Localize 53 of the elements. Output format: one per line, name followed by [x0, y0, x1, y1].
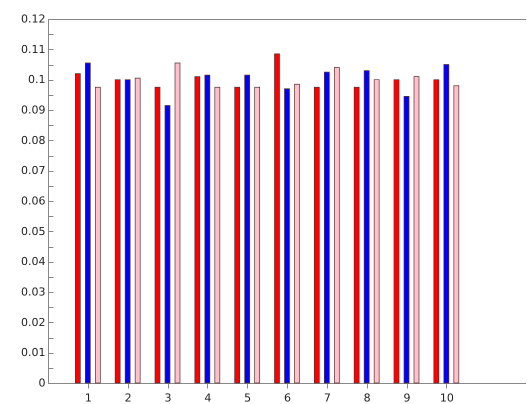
- bar: [234, 86, 240, 384]
- bar: [254, 86, 260, 384]
- y-tick-label: 0.03: [21, 286, 46, 298]
- bar: [314, 86, 320, 384]
- bar: [334, 67, 340, 384]
- bar: [443, 64, 450, 384]
- bar: [154, 86, 160, 384]
- bar: [114, 79, 121, 384]
- y-tick-label: 0: [38, 376, 46, 390]
- y-tick-label: 0.1: [28, 73, 46, 86]
- bar: [404, 96, 410, 384]
- x-tick-label: 8: [364, 392, 371, 404]
- bar: [274, 54, 280, 384]
- bar: [394, 79, 400, 384]
- bar: [453, 85, 460, 384]
- bar: [364, 70, 370, 384]
- bar: [124, 79, 131, 384]
- bar: [284, 88, 290, 384]
- bar: [174, 62, 180, 384]
- x-tick-label: 2: [124, 392, 132, 404]
- y-tick-label: 0.11: [21, 42, 46, 56]
- x-tick-label: 3: [164, 392, 172, 404]
- y-tick-label: 0.04: [21, 255, 46, 268]
- x-tick-label: 10: [440, 392, 454, 404]
- y-tick-label: 0.02: [21, 316, 46, 329]
- bar: [194, 76, 200, 384]
- bar: [414, 76, 420, 384]
- y-tick-label: 0.06: [21, 194, 46, 208]
- y-tick-label: 0.05: [21, 224, 46, 238]
- x-tick-label: 4: [204, 392, 212, 404]
- y-tick-label: 0.08: [21, 134, 46, 147]
- bar: [294, 84, 300, 384]
- bar: [214, 86, 220, 384]
- y-tick-label: 0.07: [21, 164, 46, 178]
- bar: [433, 79, 440, 384]
- bar: [134, 78, 141, 384]
- y-tick-label: 0.09: [21, 104, 46, 116]
- x-tick-label: 7: [324, 392, 331, 404]
- x-tick-label: 5: [244, 392, 252, 404]
- y-tick-label: 0.12: [21, 12, 46, 26]
- bar: [84, 62, 91, 384]
- y-tick-label: 0.01: [21, 346, 46, 360]
- x-tick-label: 9: [404, 392, 410, 404]
- bar: [244, 74, 250, 384]
- bar: [94, 86, 101, 384]
- bar: [74, 73, 81, 384]
- bar: [374, 79, 380, 384]
- x-tick-label: 6: [284, 392, 291, 404]
- bar: [204, 74, 210, 384]
- bar: [354, 86, 360, 384]
- bar: [164, 105, 170, 384]
- x-tick-label: 1: [84, 392, 92, 404]
- bar: [324, 72, 330, 384]
